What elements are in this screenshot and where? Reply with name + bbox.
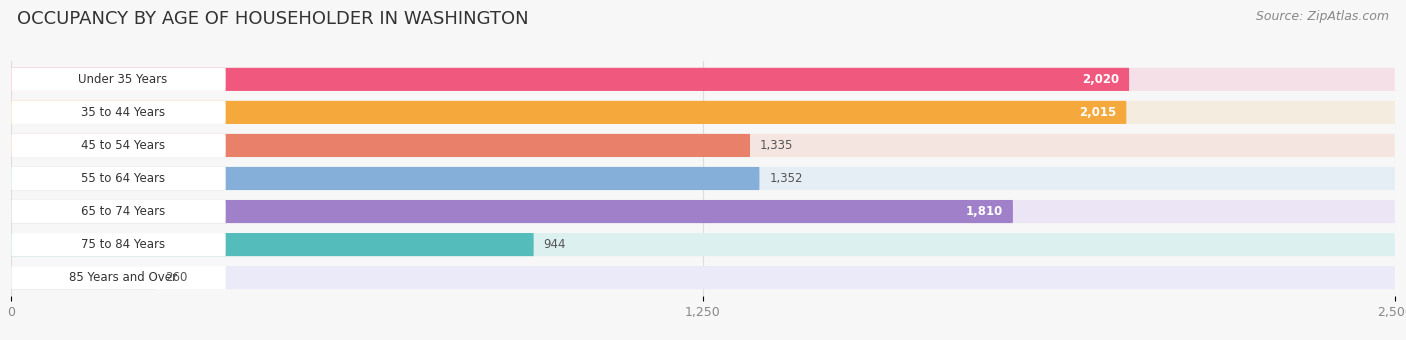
Text: 65 to 74 Years: 65 to 74 Years — [80, 205, 165, 218]
Text: 75 to 84 Years: 75 to 84 Years — [80, 238, 165, 251]
FancyBboxPatch shape — [11, 200, 226, 223]
Text: 1,352: 1,352 — [769, 172, 803, 185]
Text: OCCUPANCY BY AGE OF HOUSEHOLDER IN WASHINGTON: OCCUPANCY BY AGE OF HOUSEHOLDER IN WASHI… — [17, 10, 529, 28]
Text: 2,015: 2,015 — [1080, 106, 1116, 119]
FancyBboxPatch shape — [11, 101, 1395, 124]
FancyBboxPatch shape — [11, 167, 759, 190]
FancyBboxPatch shape — [11, 266, 155, 289]
FancyBboxPatch shape — [11, 101, 226, 124]
Text: 944: 944 — [544, 238, 567, 251]
Text: 1,335: 1,335 — [761, 139, 793, 152]
FancyBboxPatch shape — [11, 266, 226, 289]
Text: 35 to 44 Years: 35 to 44 Years — [80, 106, 165, 119]
FancyBboxPatch shape — [11, 101, 1126, 124]
FancyBboxPatch shape — [11, 134, 1395, 157]
Text: Source: ZipAtlas.com: Source: ZipAtlas.com — [1256, 10, 1389, 23]
FancyBboxPatch shape — [11, 233, 226, 256]
Text: Under 35 Years: Under 35 Years — [79, 73, 167, 86]
Text: 2,020: 2,020 — [1083, 73, 1119, 86]
FancyBboxPatch shape — [11, 167, 1395, 190]
FancyBboxPatch shape — [11, 266, 1395, 289]
FancyBboxPatch shape — [11, 233, 1395, 256]
FancyBboxPatch shape — [11, 134, 749, 157]
FancyBboxPatch shape — [11, 233, 534, 256]
FancyBboxPatch shape — [11, 200, 1012, 223]
Text: 1,810: 1,810 — [966, 205, 1002, 218]
Text: 85 Years and Over: 85 Years and Over — [69, 271, 177, 284]
FancyBboxPatch shape — [11, 68, 1395, 91]
Text: 260: 260 — [165, 271, 187, 284]
FancyBboxPatch shape — [11, 200, 1395, 223]
FancyBboxPatch shape — [11, 134, 226, 157]
Text: 45 to 54 Years: 45 to 54 Years — [80, 139, 165, 152]
FancyBboxPatch shape — [11, 167, 226, 190]
FancyBboxPatch shape — [11, 68, 1129, 91]
Text: 55 to 64 Years: 55 to 64 Years — [80, 172, 165, 185]
FancyBboxPatch shape — [11, 68, 226, 91]
